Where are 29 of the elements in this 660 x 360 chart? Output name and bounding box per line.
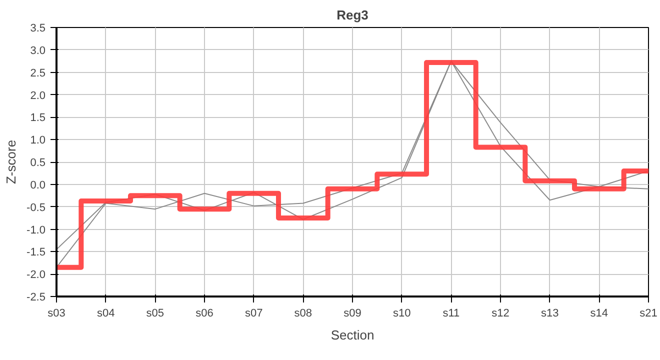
x-tick-label: s13 (540, 308, 559, 320)
x-tick-label: s14 (590, 308, 608, 320)
x-tick-label: s10 (392, 308, 411, 320)
x-tick-label: s21 (640, 308, 658, 320)
y-tick-label: 1.0 (30, 134, 46, 147)
x-axis-title: Section (330, 328, 374, 342)
y-tick-label: -1.0 (26, 224, 46, 236)
x-tick-label: s08 (294, 308, 312, 320)
x-tick-label: s11 (442, 308, 460, 320)
y-tick-label: 2.5 (30, 67, 46, 80)
x-tick-label: s07 (244, 308, 263, 320)
y-tick-label: -2.0 (26, 269, 46, 282)
y-tick-label: -2.5 (26, 292, 46, 304)
x-tick-label: s03 (48, 308, 66, 320)
y-tick-label: 2.0 (30, 90, 46, 102)
x-tick-label: s09 (344, 308, 362, 320)
y-tick-label: -0.5 (26, 202, 46, 214)
y-tick-label: 0.5 (30, 157, 46, 169)
chart-title: Reg3 (336, 8, 368, 22)
y-axis-title: Z-score (4, 140, 19, 184)
y-tick-label: 1.5 (30, 112, 46, 124)
x-tick-label: s04 (96, 308, 115, 320)
y-tick-label: 3.5 (30, 22, 46, 34)
x-tick-label: s05 (146, 308, 164, 320)
y-tick-label: 0.0 (30, 179, 46, 192)
y-tick-label: -1.5 (26, 246, 46, 259)
y-tick-label: 3.0 (30, 44, 46, 57)
x-tick-label: s12 (492, 308, 510, 320)
x-tick-label: s06 (196, 308, 214, 320)
